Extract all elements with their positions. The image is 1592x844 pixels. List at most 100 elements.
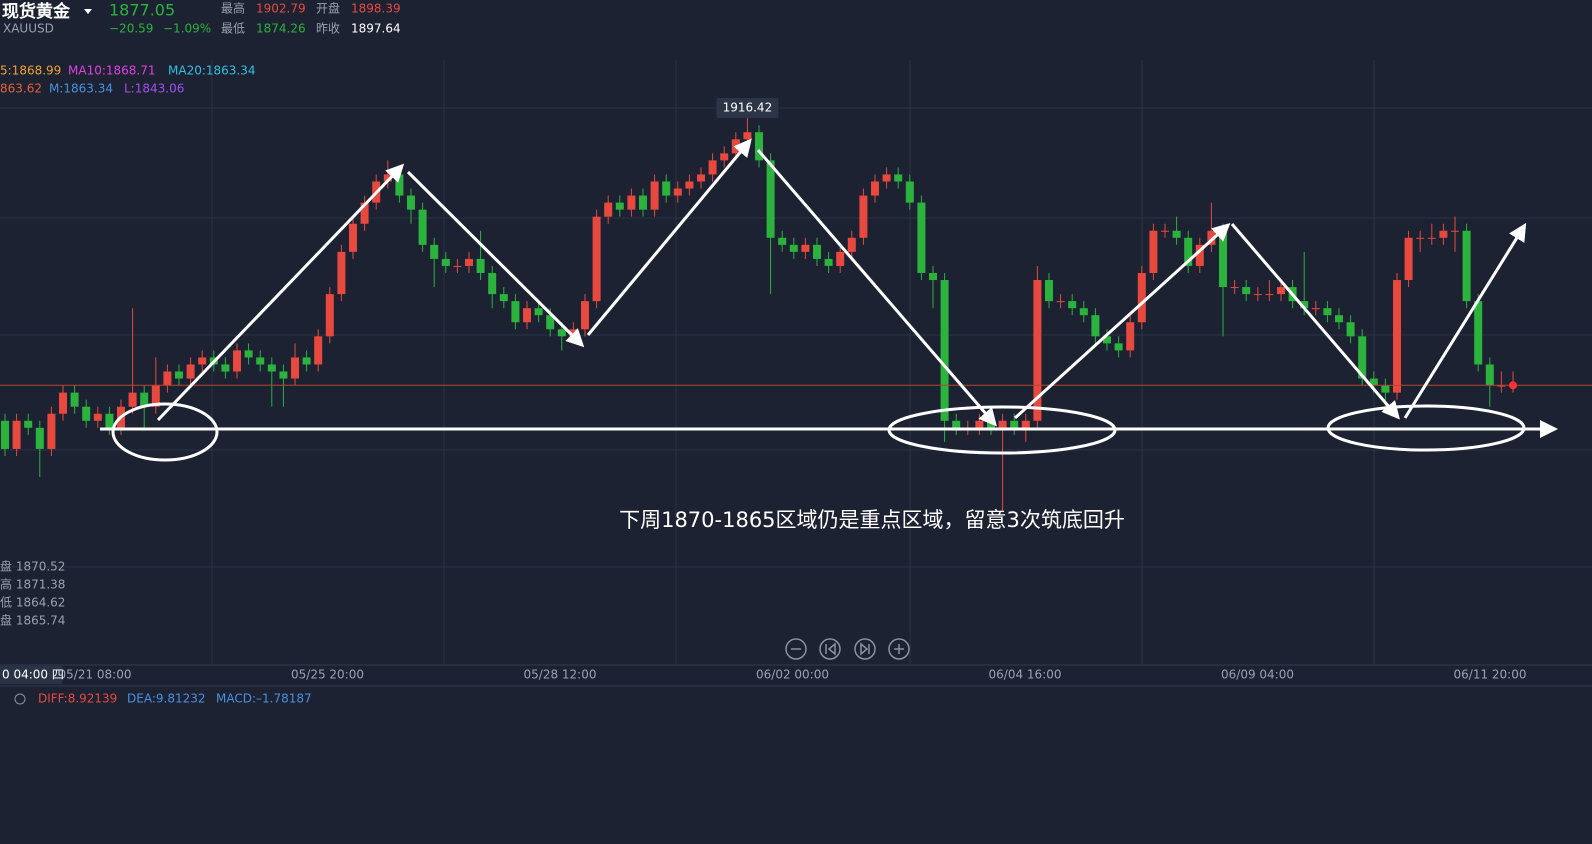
candle-body bbox=[708, 160, 717, 175]
candle-body bbox=[128, 392, 137, 407]
candle-body bbox=[801, 244, 810, 252]
candle-body bbox=[1335, 315, 1343, 323]
candle-body bbox=[233, 350, 241, 372]
candle-body bbox=[407, 195, 415, 210]
candle-body bbox=[1253, 294, 1262, 296]
candle-body bbox=[12, 420, 21, 449]
candle-body bbox=[1439, 230, 1448, 238]
candle-body bbox=[1451, 230, 1459, 232]
candle-body bbox=[1369, 378, 1378, 386]
candle-body bbox=[1474, 301, 1483, 365]
candle-body bbox=[755, 132, 763, 161]
candle-body bbox=[720, 153, 729, 161]
candle-body bbox=[673, 188, 682, 196]
prev-value: 1897.64 bbox=[351, 22, 401, 36]
candle-body bbox=[627, 195, 636, 210]
candle-body bbox=[975, 420, 984, 428]
candle-body bbox=[592, 216, 601, 302]
candle-body bbox=[1230, 287, 1239, 289]
candle-body bbox=[1300, 301, 1309, 309]
candle-body bbox=[465, 258, 473, 266]
candle-body bbox=[778, 237, 787, 245]
x-tick-label: 05/28 12:00 bbox=[524, 668, 597, 682]
candle-body bbox=[824, 258, 833, 266]
candle-body bbox=[1358, 336, 1367, 379]
candle-body bbox=[360, 202, 369, 224]
candle-body bbox=[523, 308, 531, 323]
candle-body bbox=[615, 202, 624, 210]
low-label: 最低 bbox=[221, 22, 245, 36]
candle-body bbox=[302, 357, 311, 365]
candle-body bbox=[59, 392, 67, 414]
candle-body bbox=[175, 371, 183, 379]
zoom-controls[interactable] bbox=[785, 638, 910, 660]
candle-body bbox=[337, 251, 346, 295]
candle-body bbox=[905, 181, 914, 203]
x-tick-label: 05/21 08:00 bbox=[59, 668, 132, 682]
candle-body bbox=[1195, 244, 1204, 266]
candle-body bbox=[1103, 336, 1111, 344]
candle-body bbox=[952, 420, 961, 428]
candle-body bbox=[650, 181, 659, 210]
candle-body bbox=[256, 357, 265, 365]
candle-body bbox=[1068, 301, 1077, 309]
candle-body bbox=[604, 202, 613, 217]
instrument-name[interactable]: 现货黄金 bbox=[2, 1, 71, 22]
candle-body bbox=[140, 392, 149, 407]
candle-body bbox=[1, 420, 9, 449]
candle-body bbox=[1172, 230, 1181, 238]
candle-body bbox=[1219, 230, 1227, 288]
candle-body bbox=[24, 420, 33, 428]
candle-body bbox=[1485, 364, 1494, 386]
candle-body bbox=[697, 174, 705, 182]
candle-body bbox=[35, 427, 44, 449]
candle-body bbox=[1497, 385, 1506, 387]
x-tick-label: 06/11 20:00 bbox=[1454, 668, 1527, 682]
candle-body bbox=[662, 181, 671, 196]
candle-body bbox=[1010, 420, 1019, 428]
diff-legend: DIFF:8.92139 bbox=[38, 692, 117, 706]
cursor-info: 盘 1865.74 bbox=[0, 613, 65, 628]
candle-body bbox=[1323, 308, 1332, 316]
candle-body bbox=[581, 301, 589, 330]
candle-body bbox=[813, 244, 821, 259]
dropdown-icon[interactable] bbox=[84, 9, 92, 14]
ma5-legend: 5:1868.99 bbox=[0, 64, 61, 78]
candle-body bbox=[1149, 230, 1158, 273]
candle-body bbox=[743, 132, 752, 140]
boll-lower-legend: L:1843.06 bbox=[124, 82, 184, 96]
annotation-text: 下周1870-1865区域仍是重点区域，留意3次筑底回升 bbox=[619, 508, 1125, 532]
x-tick-label: 06/02 00:00 bbox=[756, 668, 829, 682]
candle-body bbox=[871, 181, 879, 196]
candle-body bbox=[291, 357, 299, 379]
candle-body bbox=[1242, 287, 1251, 295]
high-label: 1916.42 bbox=[723, 101, 773, 115]
candle-body bbox=[917, 202, 926, 273]
candle-body bbox=[325, 294, 334, 337]
candle-body bbox=[639, 195, 647, 210]
candle-body bbox=[1114, 343, 1123, 351]
candle-body bbox=[859, 195, 868, 238]
candle-body bbox=[488, 272, 497, 295]
symbol: XAUUSD bbox=[3, 22, 54, 36]
settings-icon[interactable] bbox=[14, 693, 26, 705]
candle-body bbox=[511, 301, 520, 323]
ma10-legend: MA10:1868.71 bbox=[68, 64, 156, 78]
boll-mid-legend: M:1863.34 bbox=[49, 82, 113, 96]
candle-body bbox=[1021, 420, 1030, 428]
cursor-time: 0 04:00 四 bbox=[2, 668, 64, 682]
x-tick-label: 05/25 20:00 bbox=[291, 668, 364, 682]
candle-body bbox=[1346, 322, 1355, 337]
candle-body bbox=[789, 244, 798, 252]
candle-body bbox=[82, 406, 91, 421]
candle-body bbox=[244, 350, 253, 358]
candle-body bbox=[940, 280, 949, 421]
high-label: 最高 bbox=[221, 1, 245, 16]
cursor-time-box bbox=[0, 666, 62, 684]
last-price-dot bbox=[1509, 381, 1517, 390]
candle-body bbox=[186, 364, 195, 379]
candle-body bbox=[1381, 385, 1390, 393]
cursor-info: 高 1871.38 bbox=[0, 577, 65, 592]
candle-body bbox=[163, 371, 172, 386]
